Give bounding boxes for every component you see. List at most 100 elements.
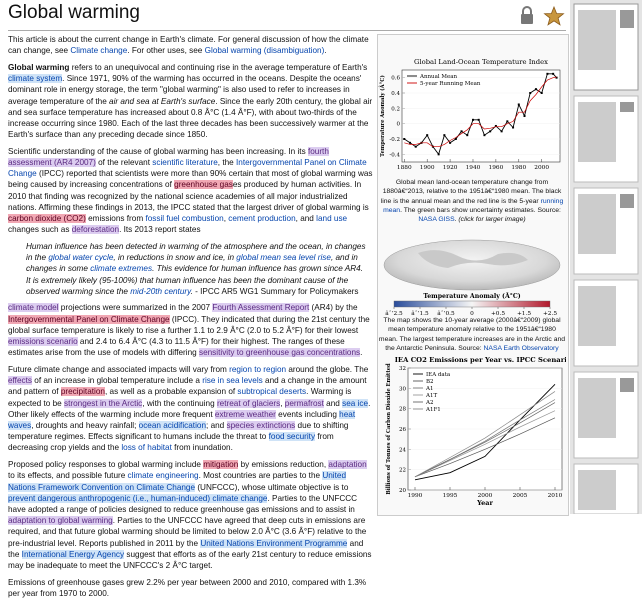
text-run: - IPCC AR5 WG1 Summary for Policymakers: [193, 287, 359, 296]
y-tick-label: 0.6: [391, 76, 400, 82]
link[interactable]: ocean acidification: [139, 421, 206, 430]
link[interactable]: global mean sea level rise: [236, 253, 331, 262]
text-run: Global warming: [8, 63, 69, 72]
x-tick-label: 1940: [466, 165, 481, 171]
link[interactable]: mid-20th century: [130, 287, 190, 296]
link[interactable]: adaptation: [328, 460, 366, 469]
link[interactable]: prevent dangerous anthropogenic (i.e., h…: [8, 494, 267, 503]
link[interactable]: emissions scenario: [8, 337, 78, 346]
page-thumbnails[interactable]: [570, 0, 642, 514]
x-tick-label: 2000: [534, 165, 549, 171]
paragraph: Emissions of greenhouse gases grew 2.2% …: [8, 577, 374, 599]
link[interactable]: scientific literature: [152, 158, 218, 167]
legend-label: B2: [426, 379, 434, 385]
link[interactable]: food security: [269, 432, 315, 441]
link[interactable]: Climate change: [70, 46, 127, 55]
link[interactable]: mitigation: [203, 460, 238, 469]
link[interactable]: permafrost: [285, 399, 324, 408]
link[interactable]: land use: [316, 214, 347, 223]
y-tick-label: 22: [399, 468, 406, 474]
y-tick-label: 32: [399, 366, 406, 372]
page-icons: [518, 5, 566, 27]
x-tick-label: 1995: [443, 493, 458, 499]
link[interactable]: global water cycle: [48, 253, 113, 262]
link[interactable]: climate model: [8, 303, 59, 312]
link[interactable]: extreme weather: [215, 410, 276, 419]
text-run: from inundation.: [172, 443, 233, 452]
text-run: air and sea at Earth's surface: [109, 97, 215, 106]
x-tick-label: 1960: [489, 165, 504, 171]
link[interactable]: cement production: [228, 214, 295, 223]
x-axis-label: Year: [476, 499, 493, 507]
chart-title: Global Land-Ocean Temperature Index: [414, 58, 548, 66]
text-run: Proposed policy responses to global warm…: [8, 460, 203, 469]
link[interactable]: fossil fuel combustion: [145, 214, 223, 223]
x-tick-label: 1880: [397, 165, 412, 171]
data-point: [466, 134, 468, 136]
text-run: refers to an unequivocal and continuing …: [69, 63, 367, 72]
text-run: . For other uses, see: [127, 46, 204, 55]
map-globe: [384, 240, 560, 290]
link[interactable]: carbon dioxide (CO2): [8, 214, 86, 223]
link[interactable]: International Energy Agency: [22, 550, 124, 559]
text-run: (UNFCCC), whose ultimate objective is to: [195, 483, 348, 492]
figure-caption: Global mean land-ocean temperature chang…: [378, 178, 566, 224]
text-run: around the globe. The: [286, 365, 368, 374]
link[interactable]: Intergovernmental Panel on Climate Chang…: [8, 315, 170, 324]
x-tick-label: 1920: [443, 165, 458, 171]
link[interactable]: sensitivity to greenhouse gas concentrat…: [199, 348, 360, 357]
link[interactable]: rise in sea levels: [202, 376, 263, 385]
text-run: Global mean land-ocean temperature chang…: [381, 179, 562, 205]
link[interactable]: NASA GISS: [418, 216, 454, 223]
data-point: [415, 146, 417, 148]
temperature-chart[interactable]: Global Land-Ocean Temperature Index-0.4-…: [378, 56, 566, 178]
chart-title: IEA CO2 Emissions per Year vs. IPCC Scen…: [395, 356, 566, 364]
link[interactable]: strongest in the Arctic: [64, 399, 142, 408]
page-title: Global warming: [8, 2, 140, 24]
link[interactable]: Fourth Assessment Report: [212, 303, 309, 312]
text-run: , in reductions in snow and ice, in: [113, 253, 236, 262]
text-run: by emissions reduction,: [238, 460, 328, 469]
link[interactable]: deforestation: [72, 225, 119, 234]
link[interactable]: Global warming (disambiguation): [205, 46, 325, 55]
link[interactable]: sea ice: [342, 399, 368, 408]
data-point: [512, 127, 514, 129]
link[interactable]: subtropical deserts: [237, 387, 306, 396]
co2-chart[interactable]: IEA CO2 Emissions per Year vs. IPCC Scen…: [378, 348, 566, 512]
y-axis-label: Temperature Anomaly (Â°C): [379, 75, 386, 157]
link[interactable]: climate engineering: [128, 471, 199, 480]
link[interactable]: region to region: [229, 365, 286, 374]
y-tick-label: -0.2: [389, 137, 400, 143]
legend-label: Annual Mean: [419, 74, 458, 80]
link[interactable]: climate extremes: [90, 264, 152, 273]
lock-icon[interactable]: [521, 7, 533, 24]
legend-label: 5-year Running Mean: [420, 81, 481, 87]
legend-label: IEA data: [426, 372, 451, 378]
link[interactable]: species extinctions: [227, 421, 296, 430]
text-run: , droughts and heavy rainfall;: [31, 421, 138, 430]
link[interactable]: effects: [8, 376, 32, 385]
text-run: , with the continuing: [142, 399, 217, 408]
text-run: . Most countries are parties to the: [199, 471, 323, 480]
link[interactable]: climate system: [8, 74, 62, 83]
data-point: [455, 138, 457, 140]
text-run: projections were summarized in the 2007: [59, 303, 213, 312]
link[interactable]: greenhouse gas: [174, 180, 233, 189]
text-run: . The green bars show uncertainty estima…: [400, 207, 561, 214]
page-body: Global warming This article is about the…: [0, 0, 642, 514]
link[interactable]: adaptation to global warming: [8, 516, 113, 525]
colorbar-title: Temperature Anomaly (Â°C): [423, 293, 520, 300]
text-run: Scientific understanding of the cause of…: [8, 147, 308, 156]
paragraph: climate model projections were summarize…: [8, 302, 374, 358]
data-point: [529, 92, 531, 94]
data-point: [483, 134, 485, 136]
link[interactable]: retreat of glaciers: [217, 399, 280, 408]
data-point: [443, 134, 445, 136]
text-run: events including: [276, 410, 339, 419]
link[interactable]: precipitation: [61, 387, 105, 396]
paragraph: Global warming refers to an unequivocal …: [8, 62, 374, 140]
anomaly-map[interactable]: [378, 238, 566, 292]
link[interactable]: loss of habitat: [121, 443, 172, 452]
text-run: ; and: [206, 421, 227, 430]
link[interactable]: United Nations Environment Programme: [200, 539, 347, 548]
